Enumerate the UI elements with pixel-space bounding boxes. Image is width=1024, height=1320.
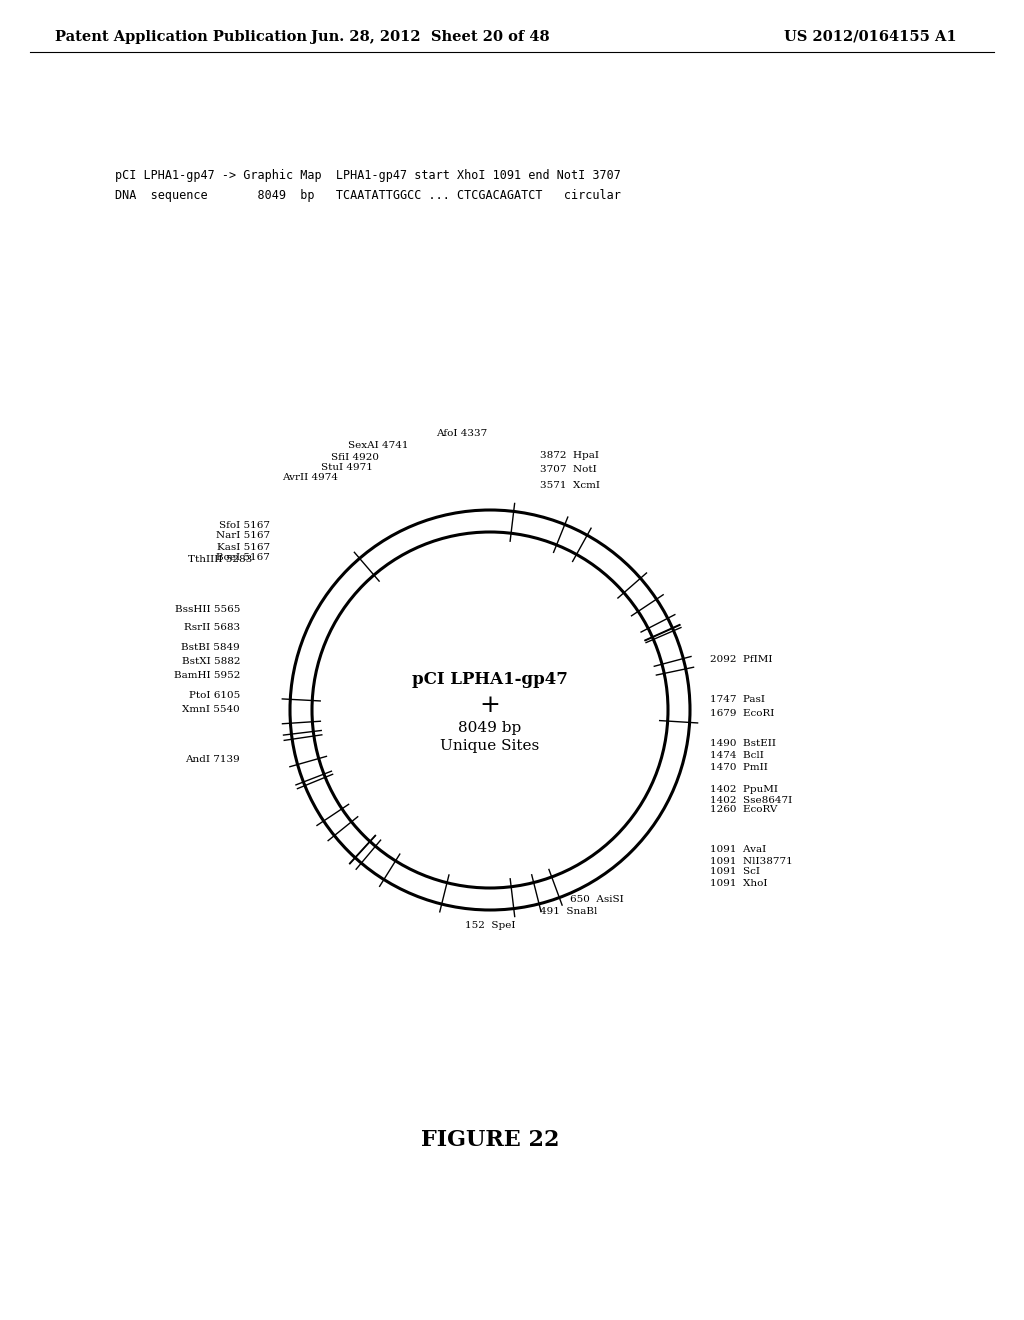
Text: KasI 5167: KasI 5167	[217, 543, 270, 552]
Text: FIGURE 22: FIGURE 22	[421, 1129, 559, 1151]
Text: +: +	[479, 693, 501, 717]
Text: AfoI 4337: AfoI 4337	[436, 429, 487, 438]
Text: US 2012/0164155 A1: US 2012/0164155 A1	[783, 30, 956, 44]
Text: 1402  Sse8647I: 1402 Sse8647I	[710, 796, 793, 805]
Text: Unique Sites: Unique Sites	[440, 739, 540, 752]
Text: AndI 7139: AndI 7139	[185, 755, 240, 764]
Text: RsrII 5683: RsrII 5683	[184, 623, 240, 631]
Text: 1091  XhoI: 1091 XhoI	[710, 879, 768, 887]
Text: 2092  PfIMI: 2092 PfIMI	[710, 656, 772, 664]
Text: 1470  PmII: 1470 PmII	[710, 763, 768, 771]
Text: 152  SpeI: 152 SpeI	[465, 920, 515, 929]
Text: Jun. 28, 2012  Sheet 20 of 48: Jun. 28, 2012 Sheet 20 of 48	[310, 30, 549, 44]
Text: BstXI 5882: BstXI 5882	[181, 656, 240, 665]
Text: 1679  EcoRI: 1679 EcoRI	[710, 709, 774, 718]
Text: 1091  ScI: 1091 ScI	[710, 867, 760, 876]
Text: pCI LPHA1-gp47 -> Graphic Map  LPHA1-gp47 start XhoI 1091 end NotI 3707: pCI LPHA1-gp47 -> Graphic Map LPHA1-gp47…	[115, 169, 621, 181]
Text: 3707  NotI: 3707 NotI	[540, 466, 597, 474]
Text: 491  SnaBl: 491 SnaBl	[540, 908, 597, 916]
Text: 3872  HpaI: 3872 HpaI	[540, 450, 599, 459]
Text: AvrII 4974: AvrII 4974	[282, 474, 338, 483]
Text: 1260  EcoRV: 1260 EcoRV	[710, 805, 777, 814]
Text: 1402  PpuMI: 1402 PpuMI	[710, 785, 778, 795]
Text: DNA  sequence       8049  bp   TCAATATTGGCC ... CTCGACAGATCT   circular: DNA sequence 8049 bp TCAATATTGGCC ... CT…	[115, 189, 621, 202]
Text: 1474  BclI: 1474 BclI	[710, 751, 764, 759]
Text: pCI LPHA1-gp47: pCI LPHA1-gp47	[412, 672, 568, 689]
Text: SexAI 4741: SexAI 4741	[348, 441, 409, 450]
Text: 8049 bp: 8049 bp	[459, 721, 521, 735]
Text: BstBI 5849: BstBI 5849	[181, 644, 240, 652]
Text: StuI 4971: StuI 4971	[322, 463, 373, 473]
Text: TthIIII 5283: TthIIII 5283	[187, 556, 252, 565]
Text: SfiI 4920: SfiI 4920	[331, 454, 379, 462]
Text: 1490  BstEII: 1490 BstEII	[710, 738, 776, 747]
Text: Patent Application Publication: Patent Application Publication	[55, 30, 307, 44]
Text: 1747  PasI: 1747 PasI	[710, 696, 765, 705]
Text: 650  AsiSI: 650 AsiSI	[570, 895, 624, 903]
Text: BssHII 5565: BssHII 5565	[175, 606, 240, 615]
Text: XmnI 5540: XmnI 5540	[182, 705, 240, 714]
Text: SfoI 5167: SfoI 5167	[219, 520, 270, 529]
Text: 3571  XcmI: 3571 XcmI	[540, 480, 600, 490]
Text: NarI 5167: NarI 5167	[216, 532, 270, 540]
Text: 1091  AvaI: 1091 AvaI	[710, 846, 766, 854]
Text: PtoI 6105: PtoI 6105	[188, 690, 240, 700]
Text: BoeI 5167: BoeI 5167	[216, 553, 270, 562]
Text: BamHI 5952: BamHI 5952	[174, 671, 240, 680]
Text: 1091  NlI38771: 1091 NlI38771	[710, 857, 793, 866]
